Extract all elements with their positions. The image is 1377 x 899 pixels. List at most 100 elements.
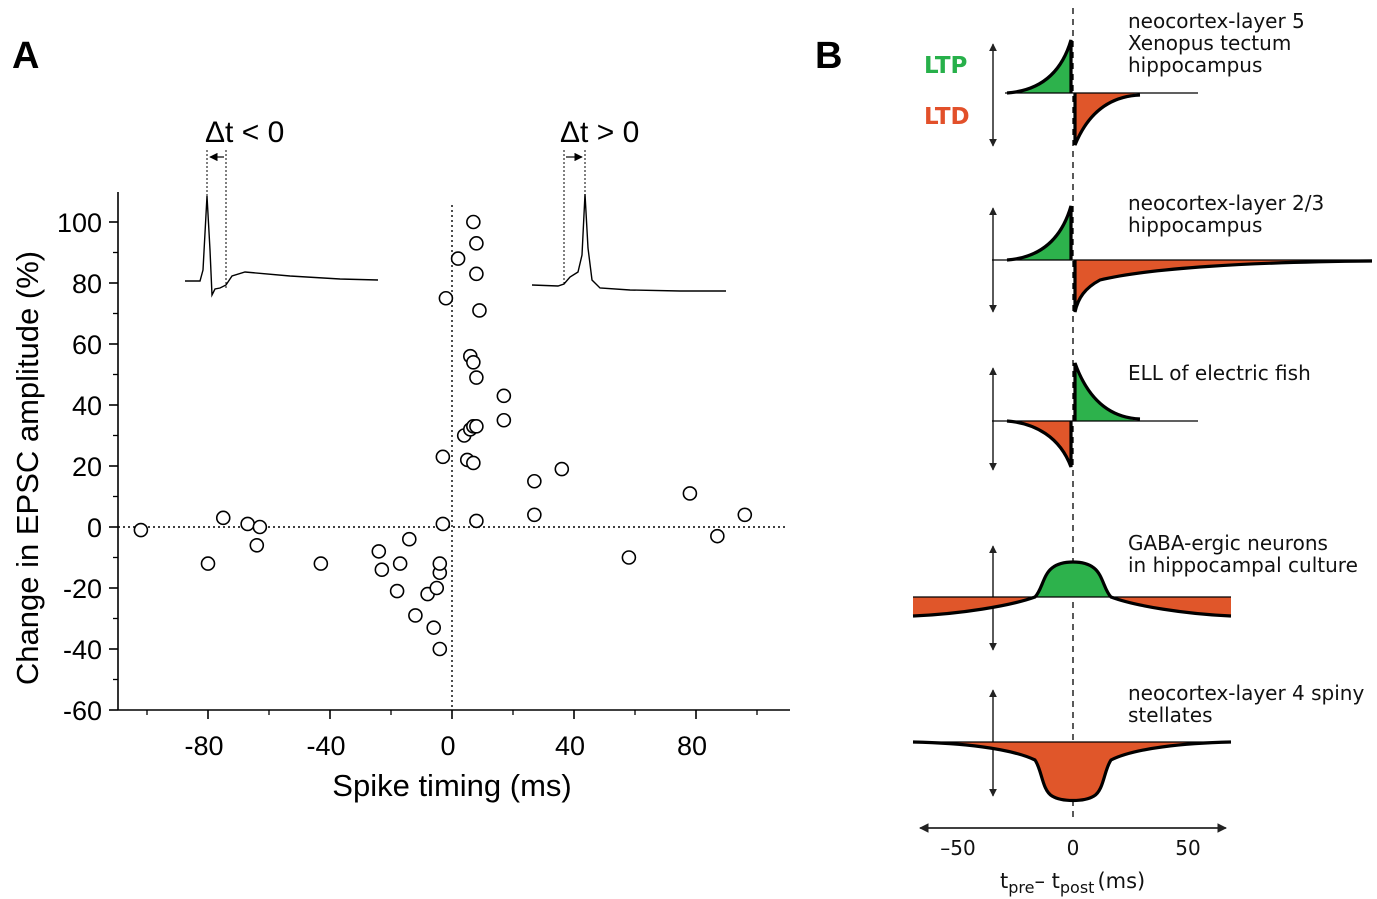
scatter-point: [466, 455, 481, 471]
scatter-point: [466, 354, 481, 370]
y-ticks: 100 80 60 40 20 0 -20 -40 -60: [57, 208, 118, 726]
b-x-label-pre: pre: [1008, 878, 1034, 897]
scatter-point: [466, 214, 481, 230]
b-row-5-ltd-area: [913, 742, 1231, 801]
scatter-point: [496, 388, 512, 404]
scatter-point: [392, 556, 408, 571]
b-row-5-curve: [912, 740, 1232, 803]
legend-ltp: LTP: [924, 53, 967, 79]
b-row-4-ltd-area-right: [1111, 597, 1231, 616]
scatter-point: [371, 544, 387, 559]
scatter-point: [682, 486, 698, 501]
scatter-point: [200, 556, 216, 571]
scatter-point: [249, 537, 265, 553]
b-row-3-label-line-1: ELL of electric fish: [1128, 361, 1311, 385]
x-ticks: -80 -40 0 40 80: [146, 710, 758, 761]
inset-negative-label: Δt < 0: [205, 116, 284, 149]
b-row-5-label-line-2: stellates: [1128, 703, 1213, 727]
x-tick-label: -40: [306, 731, 345, 761]
scatter-point: [469, 419, 484, 434]
scatter-point: [215, 510, 231, 526]
legend-ltd: LTD: [924, 104, 970, 130]
y-tick-label: -40: [63, 635, 102, 665]
inset-negative: Δt < 0: [185, 116, 379, 298]
b-row-3-curve-right: [1073, 362, 1141, 421]
scatter-point: [313, 556, 329, 571]
panel-b: LTP LTD neocortex-layer 5 Xenopus tectum…: [912, 8, 1373, 897]
scatter-point: [450, 251, 466, 266]
b-x-label-post: post: [1060, 878, 1095, 897]
scatter-point: [401, 531, 417, 547]
b-row-2-label-line-2: hippocampus: [1128, 213, 1262, 237]
scatter-point: [435, 449, 451, 465]
b-row-2-label-line-1: neocortex-layer 2/3: [1128, 191, 1324, 215]
panel-b-letter: B: [815, 35, 842, 77]
b-row-5-label-line-1: neocortex-layer 4 spiny: [1128, 681, 1364, 705]
y-tick-label: -20: [63, 574, 102, 604]
b-row-2-ltp-area: [1007, 206, 1071, 260]
inset-positive: Δt > 0: [531, 116, 726, 292]
b-row-1-label-line-3: hippocampus: [1128, 53, 1262, 77]
b-row-1-ltp-area: [1007, 40, 1071, 93]
scatter-point: [469, 513, 484, 529]
b-row-3-curve-left: [1006, 419, 1073, 468]
b-x-label-unit: (ms): [1097, 869, 1145, 893]
b-tick-minus50: –50: [940, 836, 975, 860]
b-row-4-ltp-area: [1035, 562, 1111, 597]
b-row-2-curve-left: [1006, 205, 1073, 262]
inset-positive-trace: [531, 193, 726, 292]
panel-a-letter: A: [12, 35, 39, 77]
y-tick-label: 100: [57, 208, 102, 238]
y-tick-label: -60: [63, 696, 102, 726]
b-row-5: neocortex-layer 4 spiny stellates: [912, 681, 1364, 803]
scatter-point: [710, 528, 725, 544]
panel-a: 100 80 60 40 20 0 -20 -40 -60 -80 -40 0 40 80 Spike …: [10, 116, 790, 803]
b-row-1-curve-right: [1073, 93, 1141, 146]
b-row-2-curve-right: [1073, 259, 1373, 313]
b-row-4-ltd-area-left: [913, 597, 1035, 616]
y-tick-label: 40: [72, 391, 102, 421]
b-row-4: GABA-ergic neurons in hippocampal cultur…: [912, 531, 1358, 651]
b-x-label-mid: – t: [1034, 869, 1059, 893]
b-row-4-label-line-2: in hippocampal culture: [1128, 553, 1358, 577]
scatter-point: [432, 556, 448, 571]
x-tick-label: 40: [555, 731, 585, 761]
scatter-point: [737, 507, 753, 523]
scatter-point: [438, 290, 454, 306]
b-row-3-ltd-area: [1007, 421, 1071, 467]
scatter-point: [374, 562, 390, 578]
scatter-point: [469, 266, 484, 282]
scatter-point: [426, 620, 442, 635]
y-tick-label: 0: [87, 513, 102, 543]
b-row-1-label-line-1: neocortex-layer 5: [1128, 9, 1305, 33]
inset-positive-label: Δt > 0: [560, 116, 639, 149]
scatter-point: [429, 580, 445, 596]
scatter-point: [408, 608, 423, 623]
b-row-3-ltp-area: [1075, 363, 1140, 421]
b-row-4-label-line-1: GABA-ergic neurons: [1128, 531, 1328, 555]
scatter-point: [527, 473, 542, 489]
scatter-point: [252, 519, 268, 535]
scatter-point: [240, 516, 255, 532]
scatter-point: [621, 550, 637, 565]
scatter-point: [133, 522, 149, 538]
b-row-4-curve: [912, 560, 1232, 618]
y-tick-label: 80: [72, 269, 102, 299]
scatter-point: [496, 412, 512, 428]
y-tick-label: 60: [72, 330, 102, 360]
x-tick-label: 80: [677, 731, 707, 761]
scatter-points: [133, 214, 753, 657]
b-x-axis-label: tpre– tpost (ms): [1000, 869, 1145, 897]
scatter-point: [389, 583, 405, 599]
b-row-1: neocortex-layer 5 Xenopus tectum hippoca…: [989, 9, 1305, 147]
b-row-2-ltd-area: [1075, 260, 1370, 312]
scatter-point: [554, 461, 570, 477]
b-row-1-curve-left: [1006, 39, 1073, 95]
y-axis-label: Change in EPSC amplitude (%): [10, 251, 45, 685]
scatter-point: [469, 370, 484, 385]
b-row-3: ELL of electric fish: [989, 361, 1311, 471]
b-x-label-t: t: [1000, 869, 1008, 893]
b-row-2: neocortex-layer 2/3 hippocampus: [989, 191, 1373, 313]
b-tick-50: 50: [1175, 836, 1200, 860]
